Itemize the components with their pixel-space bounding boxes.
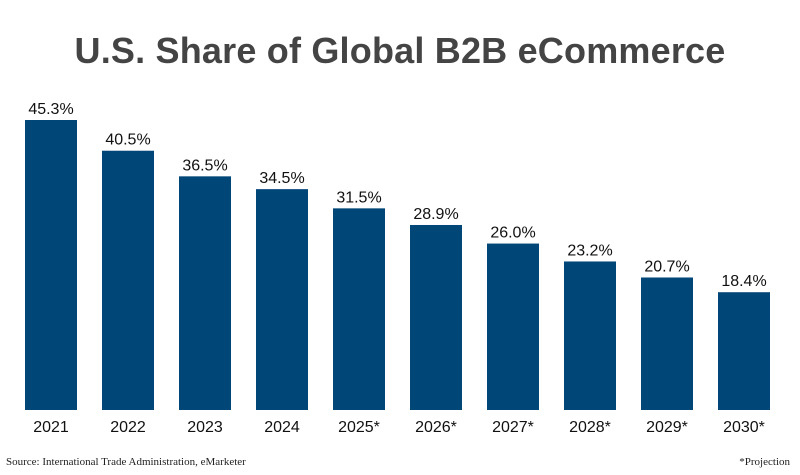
source-note: Source: International Trade Administrati…: [6, 456, 246, 468]
x-tick-label: 2025*: [338, 419, 380, 436]
value-label: 45.3%: [28, 101, 73, 118]
value-label: 40.5%: [105, 132, 150, 149]
x-tick-label: 2029*: [646, 419, 688, 436]
x-tick-label: 2028*: [569, 419, 611, 436]
projection-note: *Projection: [739, 456, 790, 468]
value-label: 23.2%: [567, 242, 612, 259]
x-tick-label: 2027*: [492, 419, 534, 436]
bar-2023: [179, 176, 231, 410]
bar-2028: [564, 261, 616, 410]
value-label: 34.5%: [259, 170, 304, 187]
value-label: 31.5%: [336, 189, 381, 206]
x-tick-label: 2021: [33, 419, 69, 436]
value-label: 28.9%: [413, 206, 458, 223]
bar-2030: [718, 292, 770, 410]
x-tick-label: 2026*: [415, 419, 457, 436]
bar-2021: [25, 120, 77, 410]
value-label: 26.0%: [490, 225, 535, 242]
value-label: 20.7%: [644, 258, 689, 275]
bar-2025: [333, 208, 385, 410]
value-label: 36.5%: [182, 157, 227, 174]
x-tick-label: 2023: [187, 419, 223, 436]
x-tick-label: 2022: [110, 419, 146, 436]
bar-2027: [487, 243, 539, 410]
bar-2022: [102, 150, 154, 411]
x-tick-label: 2024: [264, 419, 300, 436]
bar-2024: [256, 189, 308, 410]
chart-title: U.S. Share of Global B2B eCommerce: [74, 30, 726, 71]
x-tick-label: 2030*: [723, 419, 765, 436]
bar-2026: [410, 224, 462, 410]
value-label: 18.4%: [721, 273, 766, 290]
bar-2029: [641, 277, 693, 410]
